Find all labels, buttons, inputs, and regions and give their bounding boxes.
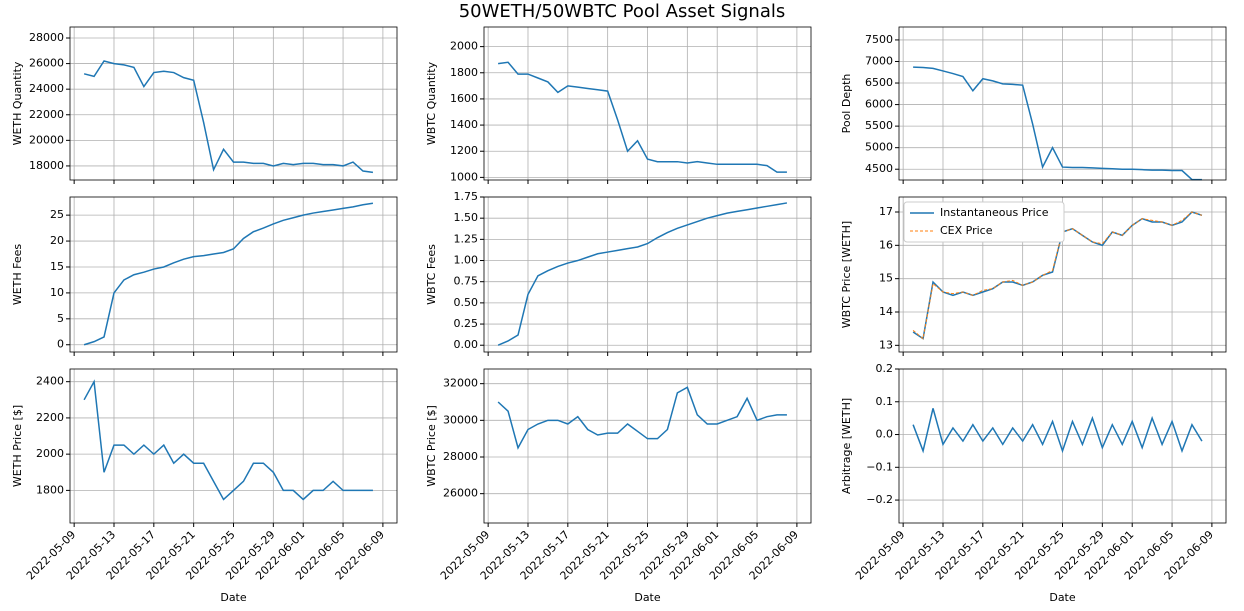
y-tick-label: 1600 bbox=[450, 92, 478, 105]
line-series bbox=[83, 379, 373, 501]
y-tick-label: 15 bbox=[879, 272, 893, 285]
y-tick-label: 2000 bbox=[36, 447, 64, 460]
y-tick-label: 28000 bbox=[29, 31, 64, 44]
y-tick-label: 0.1 bbox=[876, 395, 894, 408]
y-tick-label: 0.75 bbox=[454, 275, 479, 288]
y-tick-label: 10 bbox=[50, 286, 64, 299]
y-tick-label: 1.50 bbox=[454, 211, 479, 224]
y-tick-label: 2200 bbox=[36, 411, 64, 424]
y-tick-label: 7500 bbox=[865, 33, 893, 46]
plot-frame bbox=[69, 368, 398, 524]
y-tick-label: 5 bbox=[57, 312, 64, 325]
y-tick-label: 0.00 bbox=[454, 338, 479, 351]
y-tick-label: 20 bbox=[50, 234, 64, 247]
y-tick-label: 7000 bbox=[865, 54, 893, 67]
plot-frame bbox=[483, 196, 812, 353]
y-tick-label: 26000 bbox=[29, 57, 64, 70]
y-tick-label: 25 bbox=[50, 208, 64, 221]
legend-box bbox=[903, 201, 1065, 243]
line-series bbox=[912, 408, 1203, 454]
y-tick-label: 1.75 bbox=[454, 190, 479, 203]
y-tick-label: 14 bbox=[879, 305, 893, 318]
y-axis-label: WETH Quantity bbox=[11, 61, 24, 145]
y-tick-label: 24000 bbox=[29, 82, 64, 95]
plot-frame bbox=[898, 26, 1227, 181]
legend-label: CEX Price bbox=[940, 224, 993, 237]
figure-title: 50WETH/50WBTC Pool Asset Signals bbox=[459, 1, 786, 22]
y-tick-label: 2000 bbox=[450, 40, 478, 53]
y-tick-label: 18000 bbox=[29, 159, 64, 172]
y-tick-label: 1.00 bbox=[454, 254, 479, 267]
y-tick-label: 5000 bbox=[865, 141, 893, 154]
y-tick-label: 22000 bbox=[29, 108, 64, 121]
x-axis-label: Date bbox=[220, 591, 247, 604]
y-tick-label: 15 bbox=[50, 260, 64, 273]
y-tick-label: −0.1 bbox=[866, 460, 893, 473]
plot-frame bbox=[483, 26, 812, 181]
plot-frame bbox=[898, 196, 1227, 353]
y-axis-label: WETH Fees bbox=[11, 244, 24, 306]
y-tick-label: 16 bbox=[879, 238, 893, 251]
y-tick-label: 4500 bbox=[865, 162, 893, 175]
y-tick-label: 1800 bbox=[450, 66, 478, 79]
y-tick-label: 1400 bbox=[450, 118, 478, 131]
y-axis-label: WBTC Price [$] bbox=[425, 405, 438, 487]
line-series bbox=[83, 202, 374, 346]
y-axis-label: WETH Price [$] bbox=[11, 405, 24, 487]
y-tick-label: 0 bbox=[57, 338, 64, 351]
y-tick-label: 1.25 bbox=[454, 232, 479, 245]
y-tick-label: 32000 bbox=[443, 377, 478, 390]
y-tick-label: 0.50 bbox=[454, 296, 479, 309]
y-tick-label: 6000 bbox=[865, 98, 893, 111]
y-tick-label: 28000 bbox=[443, 450, 478, 463]
y-tick-label: 30000 bbox=[443, 413, 478, 426]
plot-frame bbox=[483, 368, 812, 524]
line-series bbox=[497, 386, 787, 450]
y-tick-label: 6500 bbox=[865, 76, 893, 89]
y-tick-label: 0.0 bbox=[876, 428, 894, 441]
plot-frame bbox=[898, 368, 1227, 524]
y-tick-label: 20000 bbox=[29, 133, 64, 146]
x-axis-label: Date bbox=[1049, 591, 1076, 604]
y-tick-label: −0.2 bbox=[866, 493, 893, 506]
y-tick-label: 13 bbox=[879, 338, 893, 351]
line-series bbox=[912, 211, 1203, 340]
y-axis-label: WBTC Quantity bbox=[425, 61, 438, 145]
x-axis-label: Date bbox=[634, 591, 661, 604]
y-axis-label: Pool Depth bbox=[840, 74, 853, 134]
y-axis-label: WBTC Price [WETH] bbox=[840, 221, 853, 328]
y-tick-label: 26000 bbox=[443, 487, 478, 500]
y-axis-label: WBTC Fees bbox=[425, 244, 438, 305]
y-tick-label: 0.25 bbox=[454, 317, 479, 330]
plot-frame bbox=[69, 196, 398, 353]
y-tick-label: 0.2 bbox=[876, 362, 894, 375]
line-series bbox=[497, 202, 788, 346]
y-tick-label: 5500 bbox=[865, 119, 893, 132]
y-tick-label: 1200 bbox=[450, 144, 478, 157]
y-tick-label: 2400 bbox=[36, 375, 64, 388]
y-tick-label: 17 bbox=[879, 205, 893, 218]
plot-frame bbox=[69, 26, 398, 181]
y-tick-label: 1000 bbox=[450, 170, 478, 183]
line-series bbox=[83, 60, 374, 174]
y-axis-label: Arbitrage [WETH] bbox=[840, 398, 853, 494]
line-series bbox=[913, 66, 1202, 181]
line-series bbox=[498, 61, 787, 173]
legend-label: Instantaneous Price bbox=[940, 206, 1049, 219]
y-tick-label: 1800 bbox=[36, 483, 64, 496]
